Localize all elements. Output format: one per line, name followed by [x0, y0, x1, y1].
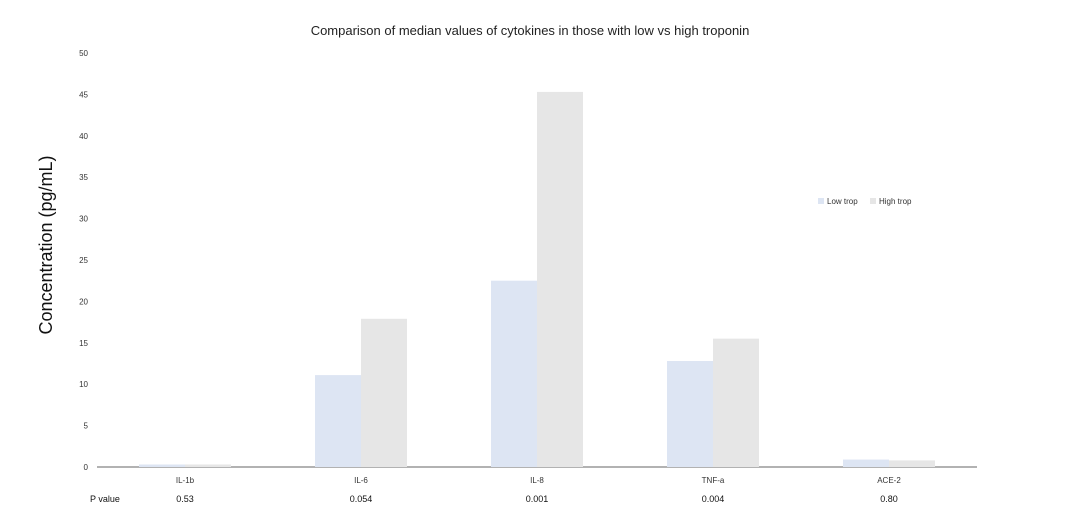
x-tick-label: IL-8	[530, 476, 544, 485]
y-tick-label: 40	[79, 132, 88, 141]
pvalue-value: 0.001	[526, 494, 549, 504]
y-tick-label: 30	[79, 215, 88, 224]
chart-title: Comparison of median values of cytokines…	[311, 23, 750, 38]
legend-label: High trop	[879, 197, 912, 206]
pvalue-value: 0.054	[350, 494, 373, 504]
legend: Low trop High trop	[818, 197, 912, 206]
bar-low-trop-tnf-a	[667, 361, 713, 467]
legend-swatch	[818, 198, 824, 204]
x-tick-label: IL-6	[354, 476, 368, 485]
bar-low-trop-ace-2	[843, 459, 889, 467]
y-tick-label: 35	[79, 173, 88, 182]
legend-label: Low trop	[827, 197, 858, 206]
bar-high-trop-il-1b	[185, 464, 231, 467]
pvalue-value: 0.53	[176, 494, 194, 504]
pvalue-value: 0.80	[880, 494, 898, 504]
pvalue-value: 0.004	[702, 494, 725, 504]
bar-low-trop-il-1b	[139, 464, 185, 467]
x-tick-label: IL-1b	[176, 476, 195, 485]
bar-low-trop-il-8	[491, 280, 537, 467]
y-tick-label: 10	[79, 380, 88, 389]
labels: 0 5 10 15 20 25 30 35 40 45 50 IL-1b 0.53 IL-6 0.054 IL…	[79, 49, 901, 504]
bar-low-trop-il-6	[315, 375, 361, 467]
y-tick-label: 50	[79, 49, 88, 58]
y-tick-label: 5	[84, 422, 89, 431]
bar-high-trop-tnf-a	[713, 338, 759, 467]
x-tick-label: ACE-2	[877, 476, 901, 485]
y-tick-label: 45	[79, 90, 88, 99]
y-tick-label: 20	[79, 297, 88, 306]
x-tick-label: TNF-a	[702, 476, 725, 485]
legend-swatch	[870, 198, 876, 204]
y-tick-label: 0	[84, 463, 89, 472]
bar-high-trop-il-8	[537, 91, 583, 467]
bars	[139, 91, 935, 467]
y-tick-label: 25	[79, 256, 88, 265]
bar-high-trop-ace-2	[889, 460, 935, 467]
pvalue-label: P value	[90, 494, 120, 504]
y-axis-label: Concentration (pg/mL)	[36, 155, 56, 334]
y-tick-label: 15	[79, 339, 88, 348]
bar-high-trop-il-6	[361, 318, 407, 467]
